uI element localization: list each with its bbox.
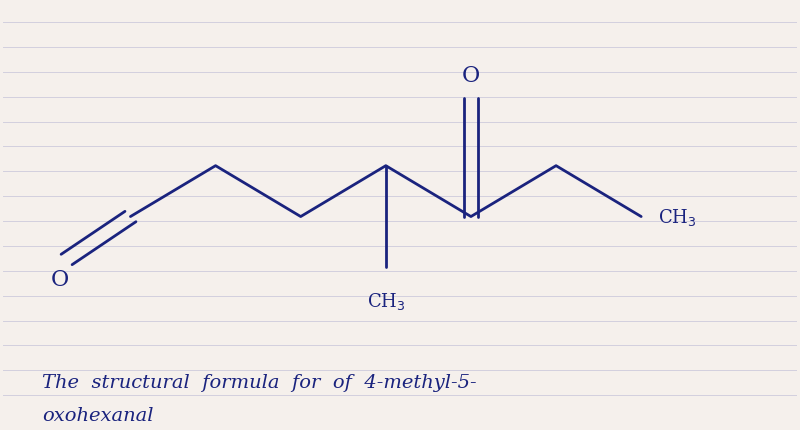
Text: The  structural  formula  for  of  4-methyl-5-: The structural formula for of 4-methyl-5… — [42, 373, 477, 390]
Text: CH$_3$: CH$_3$ — [658, 206, 697, 227]
Text: CH$_3$: CH$_3$ — [366, 290, 405, 311]
Text: oxohexanal: oxohexanal — [42, 406, 154, 424]
Text: O: O — [50, 268, 69, 290]
Text: O: O — [462, 65, 480, 87]
